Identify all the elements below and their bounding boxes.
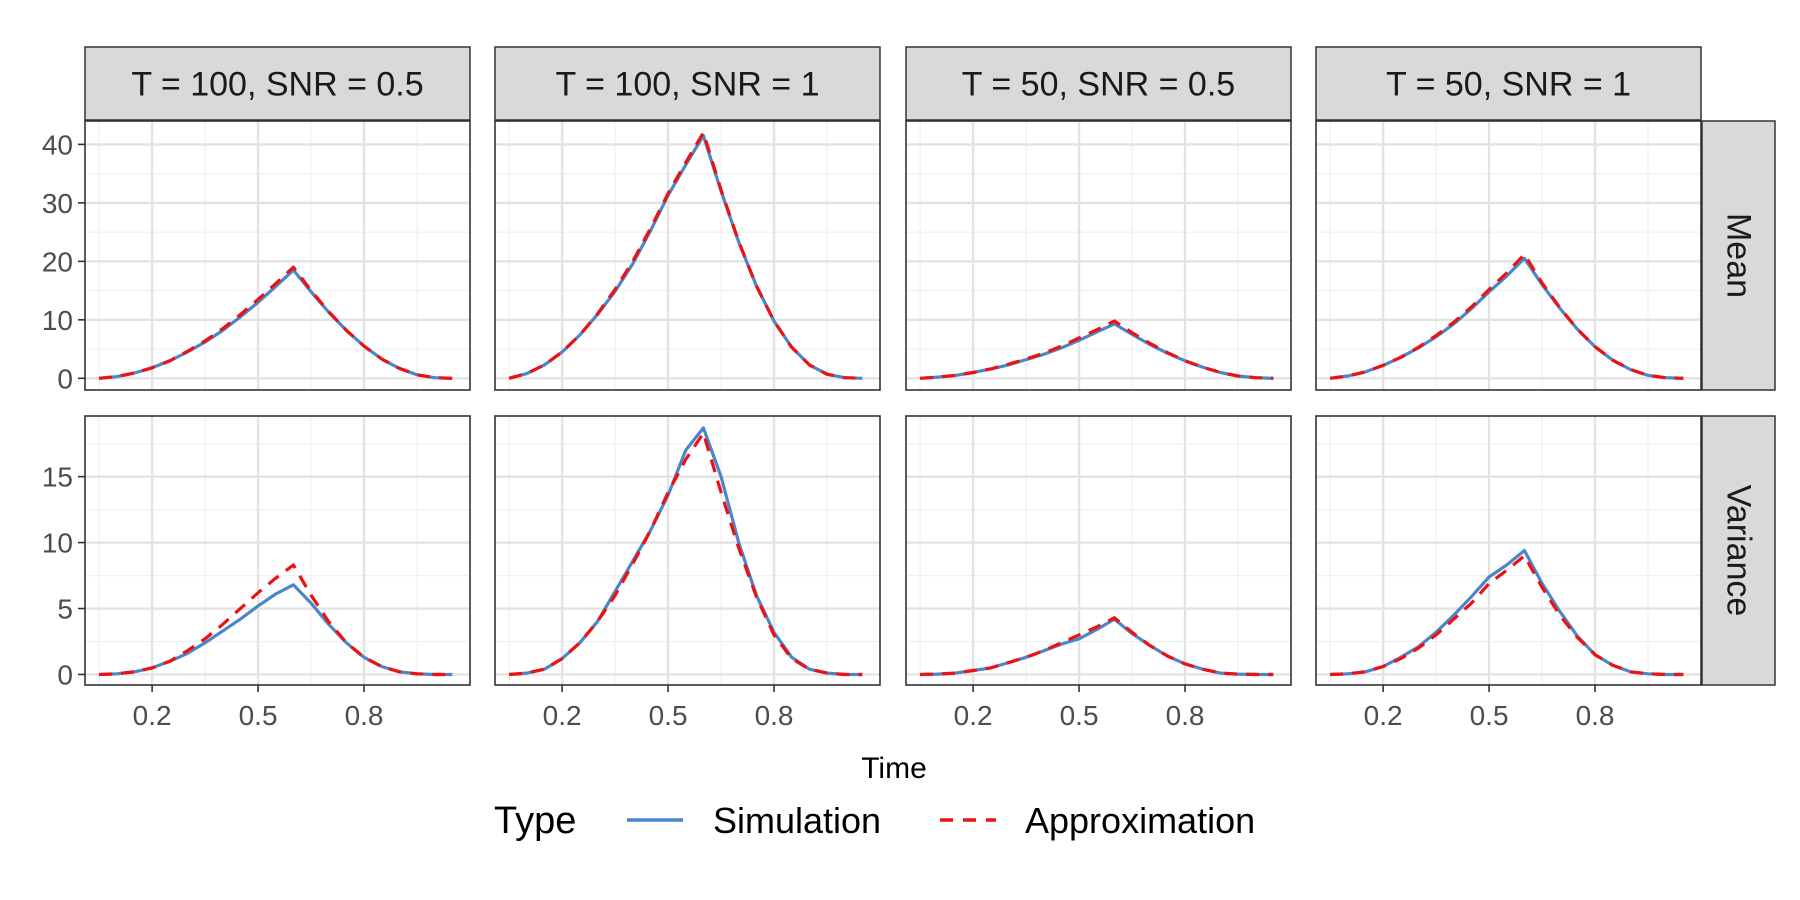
panel-background bbox=[1316, 416, 1701, 685]
x-tick-label: 0.2 bbox=[543, 700, 582, 731]
legend: Type Simulation Approximation bbox=[494, 800, 1255, 842]
facet-strip-label: T = 50, SNR = 1 bbox=[1386, 66, 1631, 104]
series-line-approximation bbox=[508, 431, 863, 677]
panel-border bbox=[494, 415, 881, 686]
panel-background bbox=[1316, 121, 1701, 390]
facet-strip-t-50-snr-0-5 bbox=[905, 46, 1292, 121]
series-line-simulation bbox=[98, 268, 453, 380]
panel-mean-t-100-snr-0-5 bbox=[84, 120, 471, 391]
x-tick-label: 0.8 bbox=[755, 700, 794, 731]
series-line-approximation bbox=[1329, 252, 1684, 380]
y-tick-label: 20 bbox=[42, 246, 73, 277]
y-tick-label: 30 bbox=[42, 188, 73, 219]
series-line-simulation bbox=[1329, 256, 1684, 380]
y-tick-label: 0 bbox=[57, 659, 73, 690]
panel-variance-t-100-snr-1 bbox=[494, 415, 881, 686]
x-tick-label: 0.2 bbox=[954, 700, 993, 731]
x-tick-label: 0.5 bbox=[1470, 700, 1509, 731]
panel-border bbox=[84, 120, 471, 391]
legend-title: Type bbox=[494, 800, 576, 842]
panel-mean-t-50-snr-1 bbox=[1315, 120, 1702, 391]
facet-strip-t-50-snr-1 bbox=[1315, 46, 1702, 121]
y-tick-label: 0 bbox=[57, 363, 73, 394]
y-tick-label: 10 bbox=[42, 528, 73, 559]
axes-layer: T = 100, SNR = 0.5 T = 100, SNR = 1 T = 50… bbox=[42, 46, 1776, 731]
panels-layer bbox=[84, 120, 1702, 686]
legend-label-simulation: Simulation bbox=[713, 800, 881, 841]
facet-strip-t-100-snr-1 bbox=[494, 46, 881, 121]
facet-strip-label: Mean bbox=[1720, 213, 1758, 298]
x-tick-label: 0.2 bbox=[133, 700, 172, 731]
panel-border bbox=[905, 415, 1292, 686]
panel-background bbox=[906, 121, 1291, 390]
facet-strip-label: T = 100, SNR = 1 bbox=[556, 66, 820, 104]
x-axis-title: Time bbox=[861, 752, 927, 785]
series-line-approximation bbox=[99, 563, 453, 677]
panel-border bbox=[905, 120, 1292, 391]
x-tick-label: 0.5 bbox=[649, 700, 688, 731]
x-tick-label: 0.8 bbox=[345, 700, 384, 731]
x-tick-label: 0.8 bbox=[1166, 700, 1205, 731]
panel-background bbox=[85, 416, 470, 685]
facet-strip-label: Variance bbox=[1720, 485, 1758, 617]
series-line-simulation bbox=[1330, 548, 1684, 677]
facet-strip-mean bbox=[1701, 120, 1776, 391]
panel-border bbox=[494, 120, 881, 391]
panel-mean-t-50-snr-0-5 bbox=[905, 120, 1292, 391]
facet-strip-label: T = 100, SNR = 0.5 bbox=[131, 66, 423, 104]
x-tick-label: 0.5 bbox=[1060, 700, 1099, 731]
y-tick-label: 10 bbox=[42, 305, 73, 336]
panel-variance-t-50-snr-1 bbox=[1315, 415, 1702, 686]
y-tick-label: 5 bbox=[57, 594, 73, 625]
x-tick-label: 0.5 bbox=[239, 700, 278, 731]
panel-background bbox=[495, 121, 880, 390]
panel-border bbox=[1315, 415, 1702, 686]
series-line-approximation bbox=[919, 319, 1274, 380]
series-line-approximation bbox=[920, 616, 1274, 677]
panel-border bbox=[1315, 120, 1702, 391]
facet-strip-t-100-snr-0-5 bbox=[84, 46, 471, 121]
series-line-approximation bbox=[508, 131, 863, 380]
panel-variance-t-100-snr-0-5 bbox=[84, 415, 471, 686]
x-tick-label: 0.2 bbox=[1364, 700, 1403, 731]
legend-label-approximation: Approximation bbox=[1025, 800, 1255, 841]
panel-border bbox=[84, 415, 471, 686]
series-line-approximation bbox=[98, 265, 453, 380]
panel-background bbox=[906, 416, 1291, 685]
y-tick-label: 40 bbox=[42, 129, 73, 160]
x-tick-label: 0.8 bbox=[1576, 700, 1615, 731]
y-tick-label: 15 bbox=[42, 462, 73, 493]
panel-mean-t-100-snr-1 bbox=[494, 120, 881, 391]
facet-strip-variance bbox=[1701, 415, 1776, 686]
panel-background bbox=[495, 416, 880, 685]
panel-variance-t-50-snr-0-5 bbox=[905, 415, 1292, 686]
facet-strip-label: T = 50, SNR = 0.5 bbox=[962, 66, 1235, 104]
panel-background bbox=[85, 121, 470, 390]
